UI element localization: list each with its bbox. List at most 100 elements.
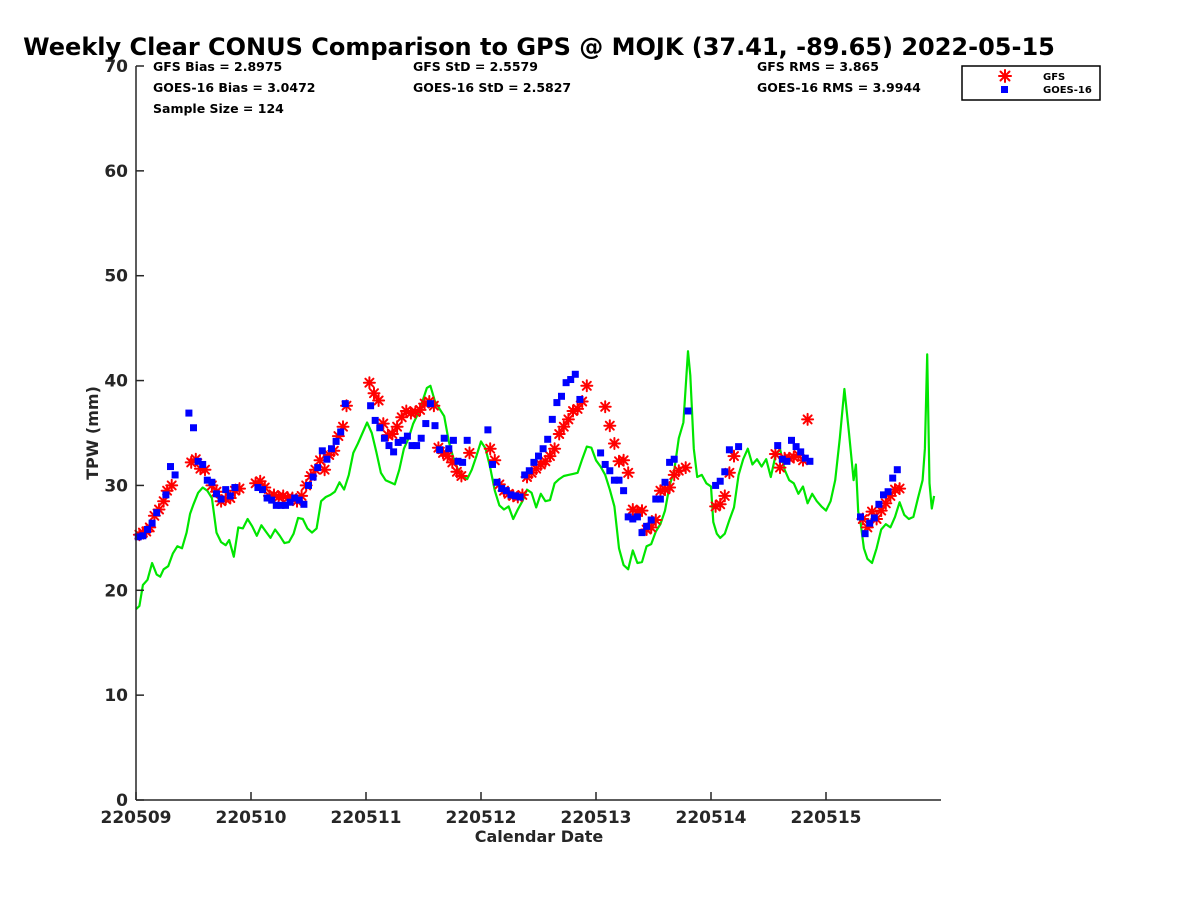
goes-16-point — [153, 509, 161, 517]
goes-16-point — [318, 447, 326, 455]
goes-16-point — [629, 515, 637, 523]
gfs-point — [372, 394, 386, 407]
goes-16-point — [498, 485, 506, 493]
gfs-point — [441, 449, 455, 463]
goes-16-point — [576, 395, 584, 403]
goes-16-point — [875, 500, 883, 508]
gfs-point — [413, 403, 427, 417]
goes-16-point — [449, 436, 457, 444]
gfs-point — [621, 466, 635, 480]
goes-16-point — [525, 467, 533, 475]
goes-16-point — [553, 399, 561, 407]
goes-16-point — [493, 478, 501, 486]
legend-box — [961, 65, 1101, 101]
gfs-point — [727, 449, 741, 463]
goes-16-point — [535, 452, 542, 460]
goes-16-point — [208, 478, 216, 486]
goes-16-point — [712, 481, 720, 489]
goes-16-point — [144, 525, 151, 533]
gfs-point — [165, 478, 179, 492]
goes-16-point — [254, 484, 262, 492]
y-ticks: 0 10 20 30 40 50 60 70 — [104, 57, 144, 811]
goes-16-point — [426, 400, 434, 408]
x-tick-label-220511: 220511 — [331, 808, 402, 828]
goes-16-point — [445, 445, 453, 453]
goes-16-point — [656, 495, 664, 503]
gfs-point — [617, 453, 631, 467]
goes-16-point — [870, 514, 878, 522]
goes-16-point — [226, 492, 234, 500]
goes-16-point — [309, 473, 317, 481]
goes-16-point — [408, 442, 416, 450]
goes-16-point — [880, 491, 887, 499]
x-tick-label-220514: 220514 — [676, 808, 747, 828]
goes-16-point — [371, 416, 379, 424]
goes-16-point — [861, 530, 869, 538]
legend-gfs-label: GFS — [1043, 72, 1065, 83]
stat-goes-rms: GOES-16 RMS = 3.9944 — [757, 80, 921, 95]
goes-16-point — [721, 468, 729, 476]
y-tick-label-30: 30 — [104, 476, 128, 496]
goes-16-point — [633, 513, 641, 521]
goes-16-point — [643, 522, 651, 530]
goes-16-point — [268, 496, 276, 504]
y-tick-label-20: 20 — [104, 581, 128, 601]
goes-16-point — [167, 463, 174, 471]
goes-16-point — [185, 409, 193, 417]
goes-16-point — [194, 457, 202, 465]
goes-16-point — [422, 420, 430, 428]
goes-16-point — [459, 458, 467, 466]
y-tick-label-10: 10 — [104, 686, 128, 706]
gfs-point — [773, 461, 787, 475]
goes-16-point — [666, 458, 674, 466]
goes-16-point — [652, 495, 660, 503]
goes-16-point — [567, 376, 575, 384]
goes-16-point — [801, 454, 809, 462]
goes-16-point — [431, 422, 439, 430]
goes-16-point — [277, 501, 285, 509]
goes-16-point — [484, 426, 492, 434]
gfs-point — [580, 379, 594, 393]
goes-16-point — [376, 424, 384, 432]
goes-16-point — [203, 476, 211, 484]
gfs-point — [385, 427, 399, 441]
plot-area — [132, 350, 936, 611]
goes-16-point — [263, 494, 271, 502]
goes-16-point — [521, 471, 529, 479]
goes-16-point — [806, 457, 814, 465]
goes-16-point — [295, 496, 303, 504]
y-tick-label-70: 70 — [104, 57, 128, 77]
goes-16-point — [606, 467, 614, 475]
goes-16-point — [282, 501, 289, 509]
goes-16-point — [332, 437, 340, 445]
goes-16-point — [231, 484, 239, 492]
gfs-point — [454, 469, 468, 483]
stat-gfs-rms: GFS RMS = 3.865 — [757, 59, 879, 74]
goes-16-point — [171, 471, 179, 479]
goes-16-point — [367, 402, 375, 410]
goes-16-point — [889, 474, 897, 482]
goes-16-point — [548, 415, 556, 423]
goes-16-point — [857, 513, 864, 521]
gfs-point — [395, 410, 409, 424]
goes-16-point — [148, 519, 156, 527]
gfs-point — [367, 386, 381, 400]
goes-16-point — [259, 486, 266, 494]
gfs-point — [607, 437, 621, 450]
legend-gfs-marker — [998, 69, 1012, 83]
stat-sample-size: Sample Size = 124 — [153, 101, 284, 116]
y-axis-label: TPW (mm) — [83, 386, 102, 480]
goes-16-point — [797, 448, 805, 456]
goes-16-point — [601, 460, 609, 468]
goes-16-point — [440, 434, 448, 442]
goes-16-point — [597, 449, 605, 457]
gfs-point — [679, 461, 693, 475]
gfs-point — [768, 447, 782, 461]
x-tick-label-220512: 220512 — [446, 808, 517, 828]
goes-16-point — [684, 407, 692, 415]
goes-16-point — [530, 458, 538, 466]
goes-16-point — [638, 529, 646, 537]
gfs-point — [893, 482, 907, 496]
goes-16-point — [792, 443, 800, 451]
